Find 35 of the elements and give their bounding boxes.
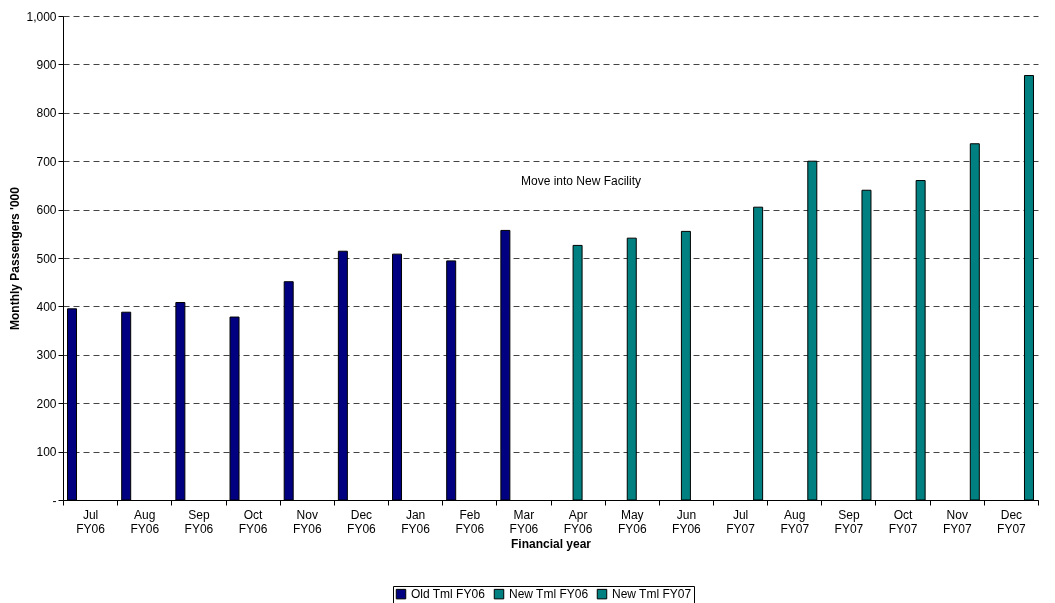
legend-label: New Tml FY07 (612, 587, 692, 602)
x-tick-label: Dec FY07 (997, 507, 1027, 536)
y-tick-label: 800 (36, 106, 57, 121)
y-tick-label: 200 (36, 396, 57, 411)
x-tick-label: Aug FY07 (780, 507, 810, 536)
x-tick-label: Sep FY06 (184, 507, 214, 536)
x-tick-label: Aug FY06 (130, 507, 160, 536)
x-tick-label: Jun FY06 (672, 507, 702, 536)
y-tick-label: 100 (36, 445, 57, 460)
x-tick-label: May FY06 (617, 507, 647, 536)
y-tick-label: 900 (36, 57, 57, 72)
y-tick-label: 700 (36, 154, 57, 169)
x-tick-label: Oct FY06 (238, 507, 268, 536)
x-tick-label: Nov FY07 (942, 507, 972, 536)
y-tick-label: - (52, 493, 57, 508)
y-tick-label: 500 (36, 251, 57, 266)
x-tick-label: Jul FY06 (76, 507, 106, 536)
annotation: Move into New Facility (521, 174, 642, 188)
y-tick-label: 300 (36, 348, 57, 363)
x-tick-label: Mar FY06 (509, 507, 539, 536)
x-axis-title: Financial year (510, 536, 592, 551)
legend-label: New Tml FY06 (509, 587, 589, 602)
legend-label: Old Tml FY06 (411, 587, 486, 602)
y-tick-label: 600 (36, 203, 57, 218)
x-tick-label: Feb FY06 (455, 507, 485, 536)
x-tick-label: Apr FY06 (563, 507, 593, 536)
x-tick-label: Nov FY06 (292, 507, 322, 536)
x-tick-label: Dec FY06 (347, 507, 377, 536)
x-tick-label: Sep FY07 (834, 507, 864, 536)
x-tick-label: Jan FY06 (401, 507, 431, 536)
y-tick-label: 400 (36, 299, 57, 314)
y-tick-label: 1,000 (26, 9, 57, 24)
x-tick-label: Oct FY07 (888, 507, 918, 536)
y-axis-title: Monthly Passengers '000 (8, 186, 23, 330)
x-tick-label: Jul FY07 (726, 507, 756, 536)
